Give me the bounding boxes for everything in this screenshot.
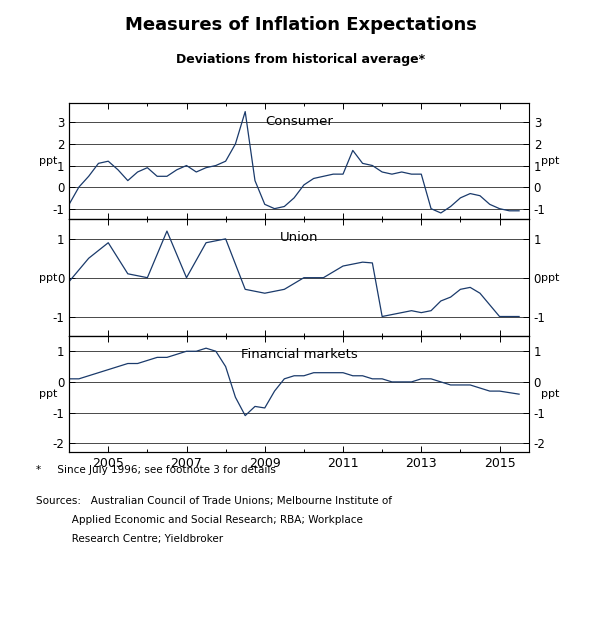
Y-axis label: ppt: ppt bbox=[39, 156, 58, 166]
Y-axis label: ppt: ppt bbox=[540, 389, 559, 399]
Y-axis label: ppt: ppt bbox=[39, 273, 58, 283]
Text: Consumer: Consumer bbox=[265, 115, 333, 128]
Y-axis label: ppt: ppt bbox=[39, 389, 58, 399]
Text: Financial markets: Financial markets bbox=[240, 348, 358, 361]
Text: Measures of Inflation Expectations: Measures of Inflation Expectations bbox=[124, 16, 477, 34]
Text: Research Centre; Yieldbroker: Research Centre; Yieldbroker bbox=[36, 534, 223, 544]
Text: Sources:   Australian Council of Trade Unions; Melbourne Institute of: Sources: Australian Council of Trade Uni… bbox=[36, 496, 392, 506]
Y-axis label: ppt: ppt bbox=[540, 156, 559, 166]
Text: Deviations from historical average*: Deviations from historical average* bbox=[176, 53, 425, 66]
Y-axis label: ppt: ppt bbox=[540, 273, 559, 283]
Text: Union: Union bbox=[279, 231, 319, 244]
Text: *     Since July 1996; see footnote 3 for details: * Since July 1996; see footnote 3 for de… bbox=[36, 465, 276, 475]
Text: Applied Economic and Social Research; RBA; Workplace: Applied Economic and Social Research; RB… bbox=[36, 515, 363, 525]
